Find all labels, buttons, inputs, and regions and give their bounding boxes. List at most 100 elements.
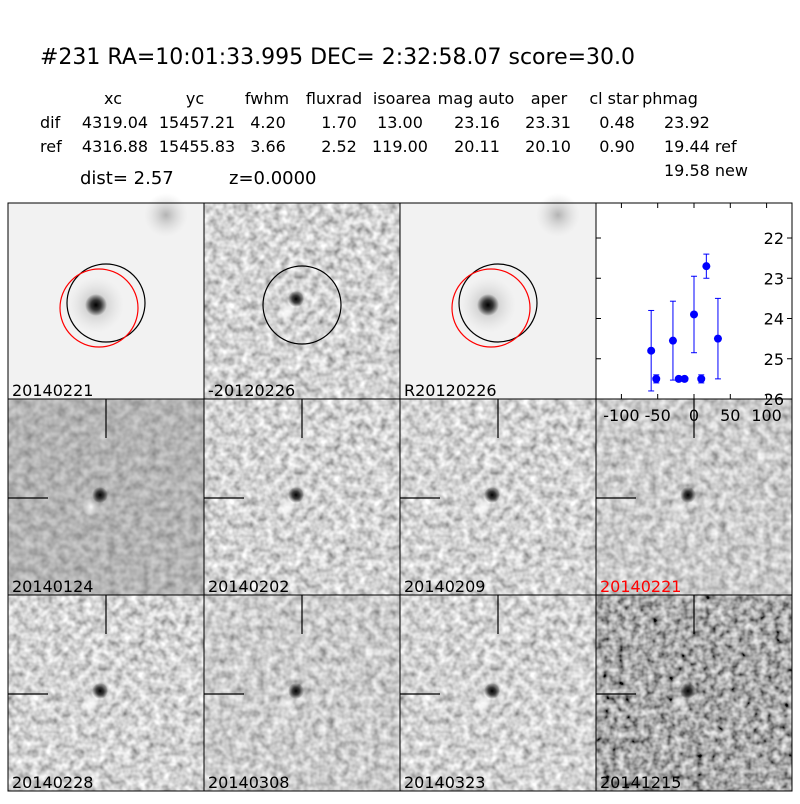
row-label: dif (40, 113, 61, 132)
stamp: 20140124 (8, 399, 204, 596)
stamp-label: 20140202 (208, 577, 289, 596)
frame (595, 594, 793, 792)
stamp-label: 20140124 (12, 577, 93, 596)
column-header: fluxrad (306, 89, 362, 108)
cell: 1.70 (321, 113, 357, 132)
stamp: 20141215 (596, 595, 792, 792)
stamp: -20120226 (204, 203, 400, 400)
circle (262, 265, 342, 345)
stamp-label: 20140228 (12, 773, 93, 792)
stamp: 20140323 (400, 595, 596, 792)
source (92, 683, 108, 699)
cell: 20.10 (525, 137, 571, 156)
y-tick-label: 24 (764, 310, 784, 329)
cell: 13.00 (377, 113, 423, 132)
cell: 119.00 (372, 137, 428, 156)
galaxy (536, 193, 580, 237)
point (674, 374, 683, 383)
stamp: 20140308 (204, 595, 400, 792)
cell: 4319.04 (82, 113, 148, 132)
column-header: phmag (642, 89, 698, 108)
source (477, 294, 499, 316)
y-tick-label: 25 (764, 350, 784, 369)
cell: 23.16 (454, 113, 500, 132)
point (652, 374, 661, 383)
ref-circle (66, 263, 146, 343)
point (697, 374, 706, 383)
residual-light (670, 694, 688, 712)
column-header: xc (104, 89, 122, 108)
stamp-label: R20120226 (404, 381, 497, 400)
y-tick-label: 23 (764, 269, 784, 288)
residual-light (278, 498, 296, 516)
cell: 3.66 (250, 137, 286, 156)
x-tick-label: 100 (751, 406, 782, 425)
title: #231 RA=10:01:33.995 DEC= 2:32:58.07 sco… (40, 45, 635, 70)
stamp: R20120226 (400, 193, 596, 400)
stamp-label: 20140209 (404, 577, 485, 596)
x-tick-label: 50 (720, 406, 740, 425)
source (680, 487, 696, 503)
source (288, 291, 304, 307)
cell: 23.31 (525, 113, 571, 132)
new-circle (451, 268, 531, 348)
stamp-label: 20140308 (208, 773, 289, 792)
stamp: 20140221 (596, 399, 792, 596)
cell: 0.90 (599, 137, 635, 156)
cell: 23.92 (664, 113, 710, 132)
stamp-label: 20140323 (404, 773, 485, 792)
new-circle (59, 268, 139, 348)
column-header: isoarea (373, 89, 431, 108)
z: z=0.0000 (229, 168, 317, 189)
cell: 2.52 (321, 137, 357, 156)
extra: 19.58 new (664, 161, 748, 180)
residual-light (82, 694, 100, 712)
column-header: mag auto (438, 89, 515, 108)
row-label: ref (40, 137, 62, 156)
point (702, 262, 711, 271)
residual-light (474, 694, 492, 712)
cell: 20.11 (454, 137, 500, 156)
cell: 4.20 (250, 113, 286, 132)
source (288, 487, 304, 503)
cell: 0.48 (599, 113, 635, 132)
stamp: 20140221 (8, 193, 204, 400)
stamp-label: -20120226 (208, 381, 295, 400)
column-header: aper (531, 89, 568, 108)
stamp: 20140209 (400, 399, 596, 596)
residual-light (670, 498, 688, 516)
source (288, 683, 304, 699)
cell: 4316.88 (82, 137, 148, 156)
source (484, 683, 500, 699)
column-header: fwhm (245, 89, 289, 108)
source (92, 487, 108, 503)
point (680, 374, 689, 383)
stamp-label: 20141215 (600, 773, 681, 792)
source (680, 683, 696, 699)
cell: 19.44 ref (664, 137, 737, 156)
plot-frame (595, 202, 793, 400)
galaxy (144, 193, 188, 237)
source (484, 487, 500, 503)
stamp: 20140228 (8, 595, 204, 792)
cell: 15457.21 (159, 113, 235, 132)
x-tick-label: -100 (603, 406, 639, 425)
x-tick-label: 0 (689, 406, 699, 425)
cell: 15455.83 (159, 137, 235, 156)
residual-light (278, 694, 296, 712)
stamp-label: 20140221 (12, 381, 93, 400)
residual-light (82, 498, 100, 516)
column-header: yc (186, 89, 204, 108)
point (690, 310, 698, 319)
point (713, 334, 722, 343)
y-tick-label: 22 (764, 229, 784, 248)
ref-circle (458, 263, 538, 343)
column-header: cl star (589, 89, 639, 108)
residual-light (474, 498, 492, 516)
stamp: 20140202 (204, 399, 400, 596)
dist: dist= 2.57 (80, 168, 174, 189)
x-tick-label: -50 (645, 406, 671, 425)
residual-light (278, 302, 296, 320)
